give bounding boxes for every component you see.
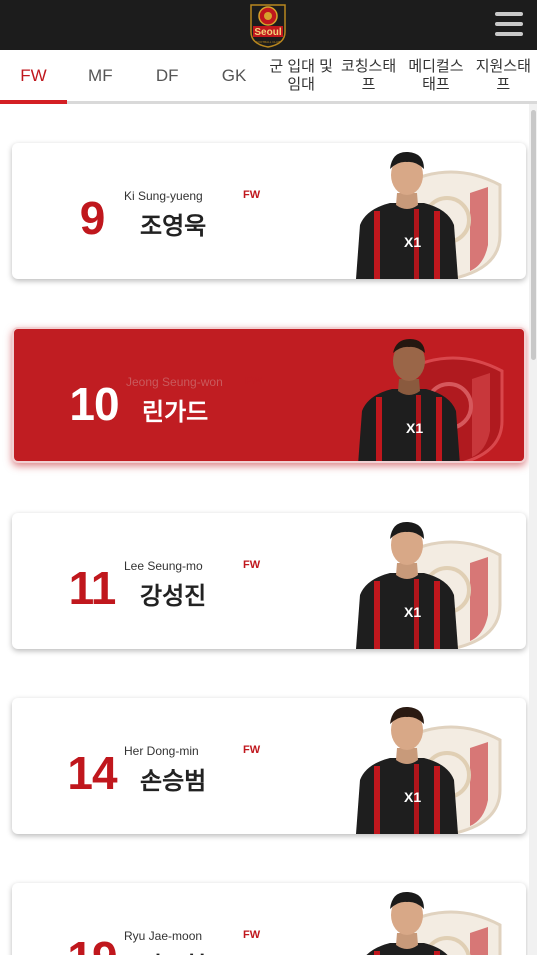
player-position: FW xyxy=(243,189,261,201)
logo-subtext: FOOTBALL CLUB xyxy=(256,40,280,44)
club-logo[interactable]: Seoul FOOTBALL CLUB xyxy=(247,2,289,48)
player-english-name: Her Dong-min xyxy=(124,744,199,758)
tab-coaching-staff[interactable]: 코칭스태프 xyxy=(340,57,397,93)
player-english-name: Jeong Seung-won xyxy=(126,375,223,389)
player-korean-name: 강성진 xyxy=(140,583,207,610)
player-number: 10 xyxy=(69,378,119,430)
player-card-highlighted[interactable]: 10 Jeong Seung-won 린가드 FW X1 xyxy=(12,327,526,463)
player-number: 14 xyxy=(67,747,117,799)
svg-text:X1: X1 xyxy=(404,604,421,620)
player-card[interactable]: 14 Her Dong-min 손승범 FW X1 xyxy=(12,698,526,834)
player-card[interactable]: 9 Ki Sung-yueng 조영욱 FW X1 xyxy=(12,143,526,279)
player-position: FW xyxy=(243,559,261,571)
player-number: 11 xyxy=(68,562,117,614)
player-korean-name: 김주헌 xyxy=(140,946,206,955)
player-korean-name: 조영욱 xyxy=(140,213,207,240)
player-position: FW xyxy=(243,929,261,941)
tab-df[interactable]: DF xyxy=(155,66,179,85)
svg-text:X1: X1 xyxy=(404,789,421,805)
player-number: 19 xyxy=(12,931,172,955)
player-english-name: Ki Sung-yueng xyxy=(124,189,203,203)
svg-text:X1: X1 xyxy=(406,420,423,436)
player-position: FW xyxy=(245,375,263,387)
tab-military-loan[interactable]: 군 입대 및 임대 xyxy=(269,57,333,93)
player-position: FW xyxy=(243,744,261,756)
logo-text: Seoul xyxy=(254,27,281,38)
player-korean-name: 린가드 xyxy=(142,399,209,426)
tab-support-staff[interactable]: 지원스태프 xyxy=(475,57,531,93)
tab-medical-staff[interactable]: 메디컬스태프 xyxy=(408,57,464,93)
player-english-name: Ryu Jae-moon xyxy=(124,929,203,943)
tab-gk[interactable]: GK xyxy=(221,66,247,85)
position-tabs: FW MF DF GK 군 입대 및 임대 코칭스태프 메디컬스태프 지원스태프 xyxy=(0,50,537,104)
player-photo xyxy=(366,891,448,955)
player-photo: X1 xyxy=(356,521,458,649)
player-photo: X1 xyxy=(356,151,458,279)
player-photo: X1 xyxy=(356,706,458,834)
player-list: 9 Ki Sung-yueng 조영욱 FW X1 10 Jeon xyxy=(0,104,529,955)
player-card[interactable]: 11 Lee Seung-mo 강성진 FW X1 xyxy=(12,513,526,649)
svg-text:X1: X1 xyxy=(404,234,421,250)
scrollbar-thumb[interactable] xyxy=(531,110,536,360)
hamburger-menu-icon[interactable] xyxy=(495,12,523,36)
player-english-name: Lee Seung-mo xyxy=(124,559,203,573)
player-number: 9 xyxy=(79,192,106,244)
player-photo: X1 xyxy=(358,339,460,461)
player-korean-name: 손승범 xyxy=(140,768,207,795)
scrollbar-track[interactable] xyxy=(529,104,537,955)
top-bar: Seoul FOOTBALL CLUB xyxy=(0,0,537,50)
tab-mf[interactable]: MF xyxy=(88,66,113,85)
tab-fw[interactable]: FW xyxy=(0,50,67,104)
player-card[interactable]: 19 Ryu Jae-moon 김주헌 FW xyxy=(12,883,526,955)
